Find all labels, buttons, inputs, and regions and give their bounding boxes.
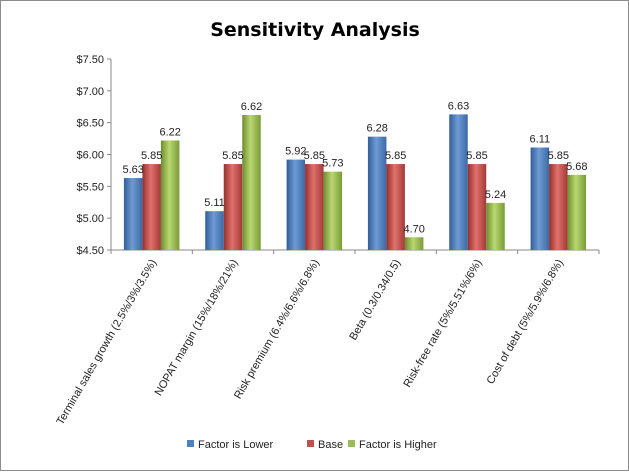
data-label: 5.92 [285, 146, 306, 158]
bar-base [142, 164, 161, 250]
legend-swatch [307, 440, 314, 447]
data-label: 5.85 [548, 150, 569, 162]
data-label: 5.85 [385, 150, 406, 162]
bar-factor-higher [242, 115, 261, 250]
bar-base [223, 164, 243, 250]
bar-factor-lower [367, 136, 387, 250]
y-tick-label: $5.00 [76, 213, 104, 225]
data-label: 5.85 [141, 150, 162, 162]
bar-factor-higher [486, 202, 505, 250]
y-tick-label: $7.00 [76, 86, 104, 98]
axes [110, 59, 599, 251]
data-label: 4.70 [403, 223, 424, 235]
category-label: Beta (0.3/0.34/0.5) [347, 258, 403, 343]
legend-label: Base [318, 439, 343, 451]
data-label: 5.11 [204, 197, 225, 209]
bar-base [386, 164, 405, 250]
bar-base [305, 164, 324, 250]
legend-swatch [348, 440, 355, 447]
bar-factor-higher [404, 237, 424, 250]
data-label: 6.62 [241, 101, 262, 113]
category-labels: Terminal sales growth (2.5%/3%/3.5%)NOPA… [54, 258, 566, 428]
y-tick-label: $4.50 [76, 245, 104, 257]
bars [123, 114, 587, 250]
bar-factor-higher [160, 140, 180, 250]
category-label: Risk-free rate (5%/5.51%/6%) [401, 258, 484, 390]
data-label: 5.85 [222, 150, 243, 162]
bar-factor-higher [567, 174, 587, 250]
data-label: 6.63 [448, 100, 469, 112]
y-tick-label: $6.00 [76, 150, 104, 162]
x-ticks [110, 250, 600, 254]
bar-base [549, 164, 568, 250]
data-labels: 5.635.856.225.115.856.625.925.855.736.28… [122, 100, 587, 235]
chart-title: Sensitivity Analysis [210, 19, 420, 41]
category-label: Cost of debt (5%/5.9%/6.8%) [485, 258, 566, 387]
y-tick-label: $5.50 [76, 181, 104, 193]
category-label: NOPAT margin (15%/18%/21%) [153, 258, 241, 398]
legend-label: Factor is Higher [359, 439, 437, 451]
bar-base [467, 164, 487, 250]
data-label: 5.24 [485, 189, 506, 201]
bar-factor-lower [530, 147, 550, 250]
y-ticks: $4.50 $5.00 $5.50 $6.00 $6.50 $7.00 $7.50 [76, 54, 111, 257]
data-label: 5.73 [322, 158, 343, 170]
data-label: 5.85 [466, 150, 487, 162]
legend: Factor is Lower Base Factor is Higher [187, 439, 437, 451]
category-label: Terminal sales growth (2.5%/3%/3.5%) [54, 258, 159, 428]
legend-label: Factor is Lower [198, 439, 274, 451]
bar-factor-lower [286, 159, 306, 250]
data-label: 5.85 [304, 150, 325, 162]
bar-factor-higher [323, 171, 343, 250]
y-tick-label: $6.50 [76, 118, 104, 130]
data-label: 6.28 [366, 123, 387, 135]
legend-swatch [187, 440, 194, 447]
data-label: 5.68 [566, 161, 587, 173]
category-label: Risk premium (6.4%/6.6%/6.8%) [232, 258, 322, 402]
bar-factor-lower [205, 211, 224, 250]
bar-factor-lower [449, 114, 468, 250]
bar-factor-lower [123, 178, 143, 250]
y-tick-label: $7.50 [76, 54, 104, 66]
data-label: 6.11 [530, 133, 551, 145]
data-label: 5.63 [122, 164, 143, 176]
data-label: 6.22 [159, 126, 180, 138]
